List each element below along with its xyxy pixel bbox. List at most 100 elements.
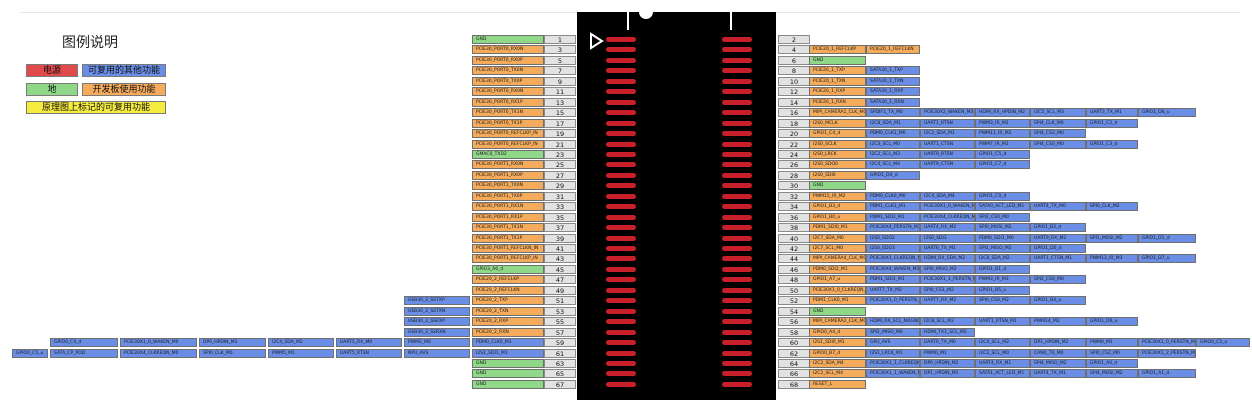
pin-66-function-3: DP1_HPDIN_M1 bbox=[920, 369, 975, 379]
pin-number-65: 65 bbox=[544, 369, 576, 379]
pin-48-function-5: SPI2_CS0_M0 bbox=[1030, 275, 1086, 285]
pin-61-function-8: GPIO0_C5_u bbox=[12, 348, 48, 358]
pin-number-44: 44 bbox=[778, 254, 810, 264]
pin-57-function-1: PCIE20_2_RXN bbox=[472, 327, 544, 337]
pin-44-function-7: GPIO1_D7_u bbox=[1138, 254, 1196, 264]
pin-40-function-4: PDM0_SDI1_M0 bbox=[975, 233, 1030, 243]
pin-23-function-1: GMAC0_TXD2 bbox=[472, 149, 544, 159]
connector-pad-left bbox=[606, 319, 636, 325]
pin-33-function-1: PCIE30_PORT1_RX1N bbox=[472, 202, 544, 212]
pin-44-function-5: UART1_CTSN_M1 bbox=[1030, 254, 1086, 264]
legend-power: 电源 bbox=[26, 64, 78, 77]
pin-46-function-1: PDM0_SDI2_M1 bbox=[809, 264, 866, 274]
pin-28-function-2: GPIO1_D4_d bbox=[866, 170, 920, 180]
pin-number-23: 23 bbox=[544, 149, 576, 159]
pin-60-function-8: GPIO0_C5_u bbox=[1196, 338, 1250, 348]
pin-20-function-3: I2C2_SDA_M1 bbox=[920, 129, 975, 139]
pin-number-15: 15 bbox=[544, 108, 576, 118]
pin-53-function-2: USB30_2_SSTXN bbox=[404, 306, 470, 316]
pin-58-function-2: SPI2_MISO_M0 bbox=[866, 327, 920, 337]
pin-53-function-1: PCIE20_2_TXN bbox=[472, 306, 544, 316]
pin-18-function-6: GPIO1_C2_d bbox=[1086, 118, 1138, 128]
connector-pad-right bbox=[722, 131, 752, 137]
pin-number-39: 39 bbox=[544, 233, 576, 243]
pin-number-40: 40 bbox=[778, 233, 810, 243]
pin-number-9: 9 bbox=[544, 76, 576, 86]
pin-number-2: 2 bbox=[778, 35, 810, 44]
connector-pad-left bbox=[606, 162, 636, 168]
pin-14-function-1: PCIE20_1_RXN bbox=[809, 97, 866, 107]
pin-26-function-4: GPIO1_C7_d bbox=[975, 160, 1030, 170]
pin-22-function-2: I2C3_SCL_M0 bbox=[866, 139, 920, 149]
pin-number-61: 61 bbox=[544, 348, 576, 358]
connector-pad-left bbox=[606, 89, 636, 95]
connector-pad-left bbox=[606, 308, 636, 314]
pin-62-function-4: I2C2_SCL_M0 bbox=[975, 348, 1030, 358]
pin-64-function-5: SPI4_MISO_M2 bbox=[1030, 358, 1086, 368]
connector-pad-right bbox=[722, 99, 752, 105]
pin-20-function-5: SPI4_CS2_M0 bbox=[1030, 129, 1086, 139]
pin-57-function-2: USB30_2_SSRXN bbox=[404, 327, 470, 337]
pin-number-48: 48 bbox=[778, 275, 810, 285]
pin-24-function-1: I2S0_LRCK bbox=[809, 149, 866, 159]
pin-61-function-3: UART5_RTSN bbox=[336, 348, 402, 358]
pin-number-41: 41 bbox=[544, 244, 576, 253]
pin-59-function-1: PDM0_CLK0_M1 bbox=[472, 338, 544, 348]
pin-32-function-2: PDM0_CLK0_M0 bbox=[866, 191, 920, 201]
pin-number-7: 7 bbox=[544, 66, 576, 76]
pin-66-function-4: SATA1_ACT_LED_M1 bbox=[975, 369, 1030, 379]
pin-64-function-1: I2C2_SDA_M4 bbox=[809, 358, 866, 368]
pin-40-function-3: I2S0_SDI3 bbox=[920, 233, 975, 243]
connector-pad-left bbox=[606, 246, 636, 251]
pin-18-function-5: SPI4_CLK_M0 bbox=[1030, 118, 1086, 128]
pin-62-function-5: CAN0_TX_M0 bbox=[1030, 348, 1086, 358]
pin-number-63: 63 bbox=[544, 358, 576, 368]
connector-pad-left bbox=[606, 266, 636, 272]
connector-pad-right bbox=[722, 110, 752, 116]
pin-number-54: 54 bbox=[778, 306, 810, 316]
pin-number-36: 36 bbox=[778, 212, 810, 222]
pin-61-function-7: SATA_CP_POD bbox=[50, 348, 118, 358]
pin-number-34: 34 bbox=[778, 202, 810, 212]
connector-pad-right bbox=[722, 246, 752, 251]
legend-title: 图例说明 bbox=[62, 35, 118, 51]
pin-47-function-1: PCIE20_2_REFCLKP bbox=[472, 275, 544, 285]
pin-34-function-3: PCIE30X1_0_WAKEN_M2 bbox=[920, 202, 975, 212]
pin-66-function-7: GPIO1_A1_d bbox=[1138, 369, 1196, 379]
pin-20-function-4: PWM11_IR_M2 bbox=[975, 129, 1030, 139]
pin-56-function-3: I2C8_SCL_M2 bbox=[920, 317, 975, 327]
pin-64-function-3: DP0_HPDIN_M2 bbox=[920, 358, 975, 368]
pin-38-function-4: SPI0_MOSI_M2 bbox=[975, 223, 1030, 233]
pin-16-function-4: HDMI_RX_HPDIN_M2 bbox=[975, 108, 1030, 118]
connector-pad-right bbox=[722, 78, 752, 84]
pin-number-3: 3 bbox=[544, 45, 576, 55]
pin1-triangle-icon bbox=[590, 32, 604, 50]
connector-pad-left bbox=[606, 340, 636, 346]
pin-16-function-3: PCIE30X2_WAKEN_M3 bbox=[920, 108, 975, 118]
pin-number-55: 55 bbox=[544, 317, 576, 327]
pin-number-57: 57 bbox=[544, 327, 576, 337]
pin-56-function-5: PWM14_M2 bbox=[1030, 317, 1086, 327]
pin-number-56: 56 bbox=[778, 317, 810, 327]
pin-16-function-7: GPIO1_D6_u bbox=[1138, 108, 1196, 118]
pin-60-function-5: DP1_HPDIN_M2 bbox=[1030, 338, 1086, 348]
pin-61-function-2: NPU_AVS bbox=[404, 348, 470, 358]
pin-22-function-1: I2S0_SCLK bbox=[809, 139, 866, 149]
pin-number-45: 45 bbox=[544, 264, 576, 274]
pin-13-function-1: PCIE30_PORT0_RX1P bbox=[472, 97, 544, 107]
pin-number-58: 58 bbox=[778, 327, 810, 337]
pin-34-function-6: SPI0_CLK_M2 bbox=[1086, 202, 1138, 212]
pin-48-function-4: PWM3_IR_M3 bbox=[975, 275, 1030, 285]
pin-number-11: 11 bbox=[544, 87, 576, 97]
pin-50-function-4: GPIO1_B5_u bbox=[975, 285, 1030, 295]
connector-pad-left bbox=[606, 225, 636, 231]
pin-62-function-7: PCIE30X1_2_PERSTN_M0 bbox=[1138, 348, 1196, 358]
pin-number-49: 49 bbox=[544, 285, 576, 295]
pin-number-52: 52 bbox=[778, 296, 810, 306]
pin-number-19: 19 bbox=[544, 129, 576, 139]
pin-40-function-6: SPI1_MOSI_M2 bbox=[1086, 233, 1138, 243]
connector-pad-right bbox=[722, 151, 752, 157]
pin-60-function-1: I2S1_SDI0_M1 bbox=[809, 338, 866, 348]
pin-46-function-2: PCIE30X4_WAKEN_M3 bbox=[866, 264, 920, 274]
pin-32-function-3: I2C4_SDA_M4 bbox=[920, 191, 975, 201]
